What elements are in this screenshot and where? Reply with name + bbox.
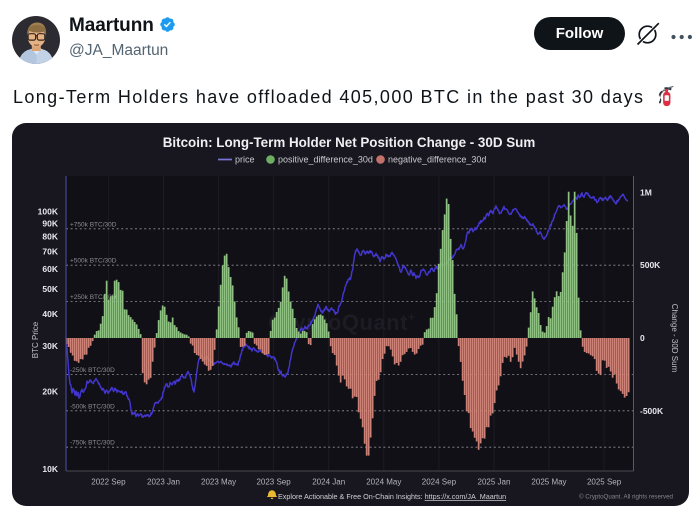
svg-text:40K: 40K xyxy=(42,309,58,319)
svg-text:2023 Sep: 2023 Sep xyxy=(256,478,291,487)
svg-text:BTC Price: BTC Price xyxy=(31,321,40,358)
svg-text:2023 Jan: 2023 Jan xyxy=(147,478,180,487)
svg-text:Bitcoin: Long-Term Holder Net: Bitcoin: Long-Term Holder Net Position C… xyxy=(163,135,536,150)
svg-text:500K: 500K xyxy=(640,260,661,270)
svg-text:2025 Jan: 2025 Jan xyxy=(478,478,511,487)
svg-text:-250k BTC/30D: -250k BTC/30D xyxy=(70,367,115,374)
svg-text:price: price xyxy=(235,155,255,165)
svg-text:positive_difference_30d: positive_difference_30d xyxy=(278,155,373,165)
svg-text:Change - 30D Sum: Change - 30D Sum xyxy=(670,304,679,373)
svg-text:2025 Sep: 2025 Sep xyxy=(587,478,622,487)
svg-text:-500k BTC/30D: -500k BTC/30D xyxy=(70,403,115,410)
svg-text:80K: 80K xyxy=(42,232,58,242)
svg-text:50K: 50K xyxy=(42,284,58,294)
svg-text:2024 Sep: 2024 Sep xyxy=(422,478,457,487)
svg-text:100K: 100K xyxy=(38,207,59,217)
svg-text:-500K: -500K xyxy=(640,406,664,416)
svg-text:20K: 20K xyxy=(42,387,58,397)
svg-text:© CryptoQuant. All rights rese: © CryptoQuant. All rights reserved xyxy=(579,494,674,501)
svg-text:2024 May: 2024 May xyxy=(366,478,401,487)
svg-text:+250k BTC/30D: +250k BTC/30D xyxy=(70,294,117,301)
svg-text:70K: 70K xyxy=(42,247,58,257)
svg-text:2023 May: 2023 May xyxy=(201,478,236,487)
svg-text:Explore Actionable & Free On-C: Explore Actionable & Free On-Chain Insig… xyxy=(278,492,506,501)
svg-text:negative_difference_30d: negative_difference_30d xyxy=(388,155,486,165)
svg-text:30K: 30K xyxy=(42,341,58,351)
svg-text:0: 0 xyxy=(640,333,645,343)
svg-text:60K: 60K xyxy=(42,264,58,274)
svg-text:1M: 1M xyxy=(640,187,652,197)
svg-text:-750k BTC/30D: -750k BTC/30D xyxy=(70,440,115,447)
svg-text:+500k BTC/30D: +500k BTC/30D xyxy=(70,258,117,265)
svg-text:+750k BTC/30D: +750k BTC/30D xyxy=(70,221,117,228)
svg-text:90K: 90K xyxy=(42,219,58,229)
svg-text:2024 Jan: 2024 Jan xyxy=(312,478,345,487)
svg-text:2022 Sep: 2022 Sep xyxy=(91,478,126,487)
svg-text:10K: 10K xyxy=(42,464,58,474)
svg-text:2025 May: 2025 May xyxy=(531,478,566,487)
